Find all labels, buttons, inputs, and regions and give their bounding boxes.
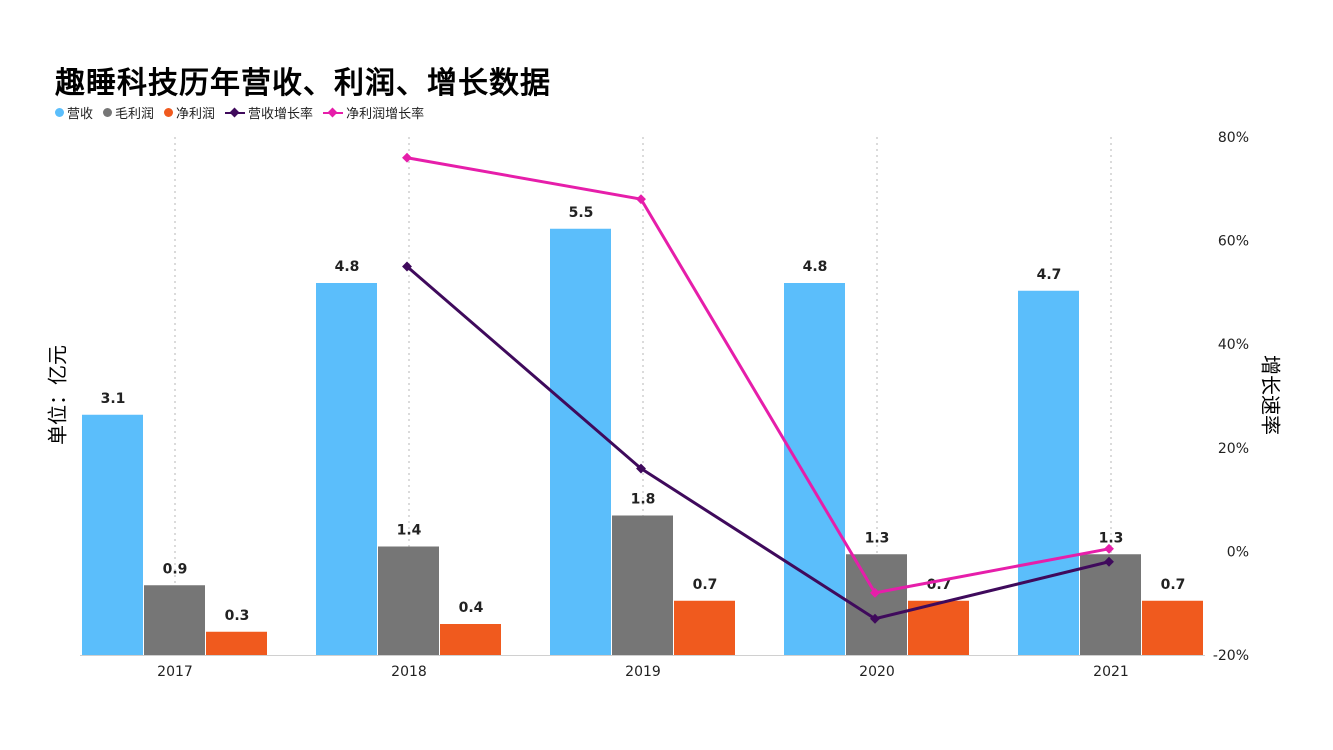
bar-revenue-2021 xyxy=(1018,290,1079,655)
marker-net-profit-growth-2019 xyxy=(636,194,646,205)
marker-revenue-growth-2021 xyxy=(1104,556,1114,567)
data-label-revenue-2018: 4.8 xyxy=(335,259,360,275)
x-tick-label-2019: 2019 xyxy=(625,664,661,680)
data-label-gross-profit-2018: 1.4 xyxy=(397,523,422,539)
legend-swatch-revenue xyxy=(55,108,64,117)
legend-item-gross-profit: 毛利润 xyxy=(103,103,154,122)
legend-label-net-profit: 净利润 xyxy=(176,107,216,122)
x-tick-label-2021: 2021 xyxy=(1093,664,1129,680)
bar-net-profit-2019 xyxy=(674,600,735,655)
y2-tick-label-2: 40% xyxy=(1218,337,1249,353)
legend-label-revenue: 营收 xyxy=(67,107,94,122)
data-label-revenue-2019: 5.5 xyxy=(569,205,594,221)
marker-net-profit-growth-2020 xyxy=(870,587,880,598)
bar-revenue-2017 xyxy=(82,414,143,655)
y2-tick-label-5: -20% xyxy=(1213,648,1249,664)
marker-net-profit-growth-2021 xyxy=(1104,543,1114,554)
data-label-gross-profit-2020: 1.3 xyxy=(865,530,890,546)
marker-revenue-growth-2020 xyxy=(870,613,880,624)
legend-swatch-net-profit xyxy=(164,108,174,117)
legend: 营收 毛利润 净利润 营收增长率 净利润增长率 xyxy=(55,103,428,122)
legend-item-net-profit: 净利润 xyxy=(164,103,215,122)
data-label-gross-profit-2017: 0.9 xyxy=(163,561,188,577)
legend-label-net-profit-growth: 净利润增长率 xyxy=(346,107,425,122)
data-label-gross-profit-2021: 1.3 xyxy=(1099,530,1124,546)
y2-tick-label-1: 60% xyxy=(1218,234,1249,250)
bar-gross-profit-2020 xyxy=(846,554,907,655)
legend-label-revenue-growth: 营收增长率 xyxy=(248,107,314,122)
bar-gross-profit-2019 xyxy=(612,515,673,655)
data-label-net-profit-2019: 0.7 xyxy=(693,577,718,593)
legend-line-revenue-growth xyxy=(225,107,246,118)
bar-revenue-2018 xyxy=(316,283,377,655)
legend-line-net-profit-growth xyxy=(323,107,344,118)
legend-label-gross-profit: 毛利润 xyxy=(115,107,155,122)
data-label-gross-profit-2019: 1.8 xyxy=(631,492,656,508)
line-net-profit-growth xyxy=(406,156,1110,595)
bar-net-profit-2021 xyxy=(1142,600,1203,655)
x-tick-label-2020: 2020 xyxy=(859,664,895,680)
bar-gross-profit-2018 xyxy=(378,546,439,655)
bar-gross-profit-2021 xyxy=(1080,554,1141,655)
legend-swatch-gross-profit xyxy=(103,108,113,117)
chart-title: 趣睡科技历年营收、利润、增长数据 xyxy=(55,66,551,101)
y2-tick-label-3: 20% xyxy=(1218,441,1249,457)
x-tick-label-2018: 2018 xyxy=(391,664,427,680)
bar-revenue-2019 xyxy=(550,228,611,655)
bar-net-profit-2018 xyxy=(440,624,501,655)
legend-item-revenue-growth: 营收增长率 xyxy=(225,103,313,122)
y2-tick-label-4: 0% xyxy=(1227,544,1249,560)
legend-item-revenue: 营收 xyxy=(55,103,93,122)
y2-tick-label-0: 80% xyxy=(1218,130,1249,146)
bar-gross-profit-2017 xyxy=(144,585,205,655)
data-label-net-profit-2021: 0.7 xyxy=(1161,577,1186,593)
data-label-revenue-2020: 4.8 xyxy=(803,259,828,275)
data-label-revenue-2017: 3.1 xyxy=(101,391,126,407)
bar-revenue-2020 xyxy=(784,283,845,655)
legend-item-net-profit-growth: 净利润增长率 xyxy=(323,103,424,122)
bar-net-profit-2017 xyxy=(206,631,267,655)
bar-net-profit-2020 xyxy=(908,600,969,655)
data-label-revenue-2021: 4.7 xyxy=(1037,267,1062,283)
data-label-net-profit-2017: 0.3 xyxy=(225,608,250,624)
x-tick-label-2017: 2017 xyxy=(157,664,193,680)
marker-revenue-growth-2019 xyxy=(636,463,646,474)
marker-revenue-growth-2018 xyxy=(402,261,412,272)
marker-net-profit-growth-2018 xyxy=(402,152,412,163)
line-revenue-growth xyxy=(406,265,1110,621)
data-label-net-profit-2018: 0.4 xyxy=(459,600,484,616)
